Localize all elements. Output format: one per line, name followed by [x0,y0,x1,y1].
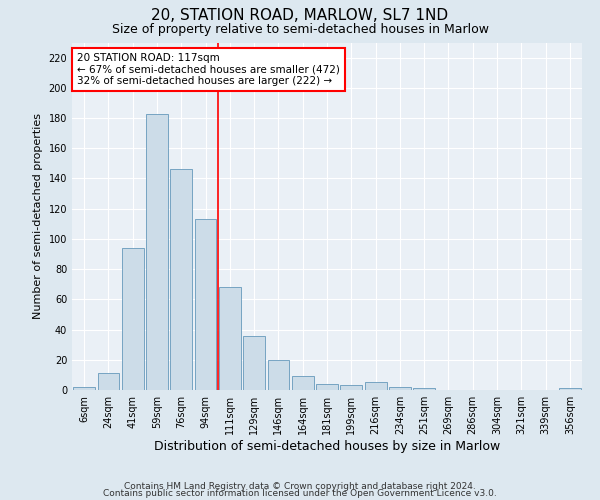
Bar [389,387,411,390]
Y-axis label: Number of semi-detached properties: Number of semi-detached properties [33,114,43,320]
Bar [73,387,95,390]
Bar [268,360,289,390]
Bar [170,170,192,390]
Bar [559,388,581,390]
Text: 20 STATION ROAD: 117sqm
← 67% of semi-detached houses are smaller (472)
32% of s: 20 STATION ROAD: 117sqm ← 67% of semi-de… [77,53,340,86]
Text: 20, STATION ROAD, MARLOW, SL7 1ND: 20, STATION ROAD, MARLOW, SL7 1ND [151,8,449,22]
Bar [340,386,362,390]
Bar [292,376,314,390]
Bar [413,388,435,390]
Bar [194,220,217,390]
Bar [97,374,119,390]
X-axis label: Distribution of semi-detached houses by size in Marlow: Distribution of semi-detached houses by … [154,440,500,453]
Bar [365,382,386,390]
Bar [146,114,168,390]
Bar [219,288,241,390]
Bar [316,384,338,390]
Text: Contains public sector information licensed under the Open Government Licence v3: Contains public sector information licen… [103,490,497,498]
Bar [243,336,265,390]
Bar [122,248,143,390]
Text: Size of property relative to semi-detached houses in Marlow: Size of property relative to semi-detach… [112,22,488,36]
Text: Contains HM Land Registry data © Crown copyright and database right 2024.: Contains HM Land Registry data © Crown c… [124,482,476,491]
